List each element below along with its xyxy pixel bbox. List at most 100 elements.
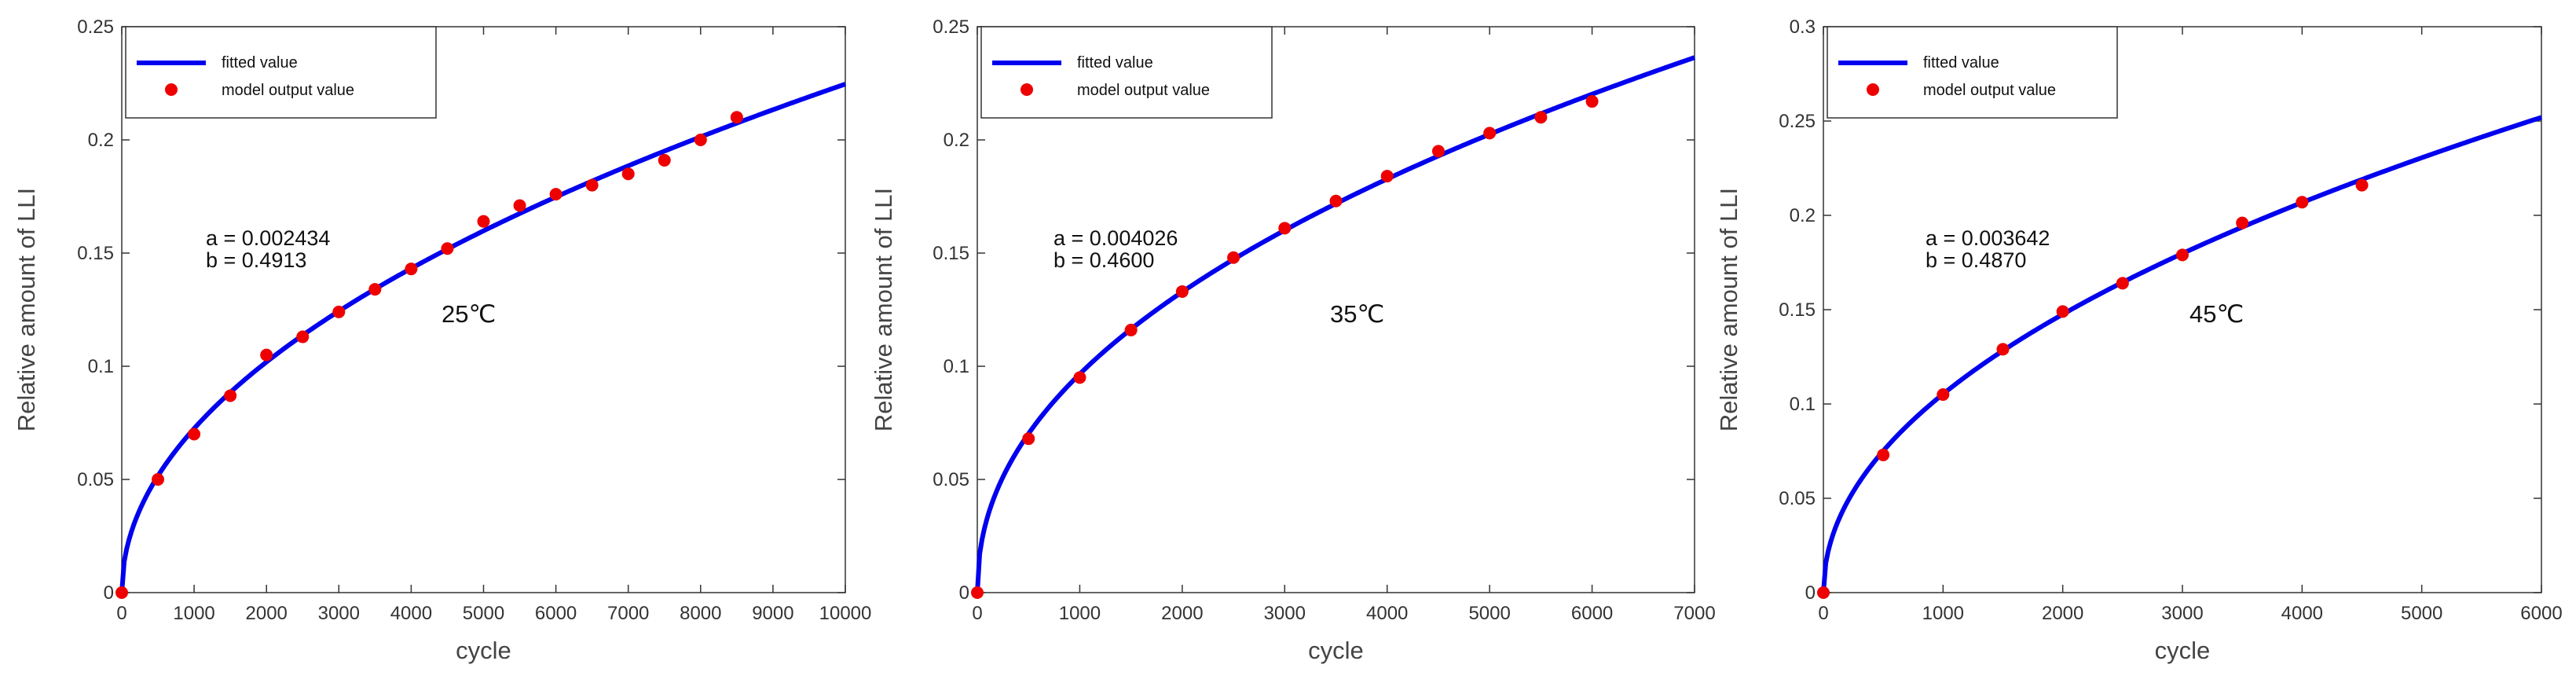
- x-tick-label: 5000: [2401, 603, 2442, 624]
- y-tick-label: 0.25: [1779, 111, 1816, 132]
- y-tick-label: 0.25: [933, 17, 969, 38]
- y-tick-label: 0.1: [88, 356, 114, 377]
- fit-parameter-a: a = 0.002434: [206, 226, 330, 250]
- x-tick-label: 7000: [1673, 603, 1715, 624]
- model-output-point: [2236, 216, 2249, 230]
- x-tick-label: 1000: [1922, 603, 1964, 624]
- temperature-label: 25℃: [442, 300, 496, 328]
- model-output-point: [368, 283, 382, 296]
- legend-box: [125, 26, 437, 119]
- model-output-point: [1329, 194, 1343, 207]
- x-tick-label: 0: [1818, 603, 1828, 624]
- plot-area-frame: [977, 26, 1695, 593]
- y-tick-label: 0.2: [88, 130, 114, 151]
- x-tick-label: 5000: [463, 603, 504, 624]
- x-tick-label: 2000: [2042, 603, 2083, 624]
- model-output-point: [2056, 305, 2069, 318]
- x-tick-label: 6000: [2520, 603, 2562, 624]
- legend-label-fitted: fitted value: [1077, 54, 1153, 72]
- y-tick-label: 0.3: [1790, 17, 1816, 38]
- fit-parameter-b: b = 0.4600: [1053, 248, 1154, 272]
- x-tick-label: 9000: [752, 603, 793, 624]
- model-output-point: [477, 215, 490, 228]
- x-tick-label: 3000: [1264, 603, 1306, 624]
- model-output-point: [2355, 178, 2369, 192]
- legend-swatch-model: [1867, 83, 1879, 96]
- model-output-point: [1278, 222, 1292, 235]
- model-output-point: [1227, 251, 1240, 264]
- model-output-point: [1431, 145, 1445, 158]
- x-tick-label: 8000: [680, 603, 721, 624]
- model-output-point: [224, 389, 237, 402]
- x-tick-label: 10000: [819, 603, 872, 624]
- legend-label-model: model output value: [1077, 82, 1210, 99]
- legend-box: [980, 26, 1273, 119]
- y-tick-label: 0.05: [933, 469, 969, 490]
- y-tick-label: 0.25: [77, 17, 114, 38]
- model-output-point: [260, 348, 273, 362]
- y-tick-label: 0.15: [77, 243, 114, 264]
- x-tick-label: 0: [972, 603, 982, 624]
- y-tick-label: 0.05: [1779, 488, 1816, 509]
- model-output-point: [1073, 371, 1086, 384]
- y-axis-label: Relative amount of LLI: [13, 188, 40, 431]
- model-output-point: [1534, 111, 1548, 124]
- fitted-curve: [1821, 115, 2542, 593]
- legend-swatch-model: [165, 83, 178, 96]
- model-output-point: [694, 134, 707, 146]
- model-output-point: [1877, 448, 1890, 461]
- model-output-point: [1483, 127, 1497, 140]
- x-tick-label: 3000: [318, 603, 360, 624]
- x-axis-label: cycle: [2155, 637, 2211, 664]
- model-output-point: [188, 428, 201, 441]
- model-output-point: [1937, 388, 1950, 401]
- chart-panel-3: 0 1000 2000 3000 4000 5000 6000 0 0.05 0.1 0.15 0.2…: [1715, 17, 2563, 664]
- x-axis-label: cycle: [456, 637, 511, 664]
- fit-parameter-a: a = 0.004026: [1053, 226, 1178, 250]
- model-output-point: [441, 242, 454, 255]
- model-output-point: [2116, 277, 2129, 290]
- model-output-point: [730, 111, 743, 124]
- model-output-point: [1380, 170, 1394, 183]
- fitted-curve: [119, 82, 846, 593]
- x-axis-label: cycle: [1308, 637, 1364, 664]
- legend: fitted value model output value: [980, 26, 1273, 119]
- y-tick-label: 0.15: [933, 243, 969, 264]
- model-output-point: [549, 188, 562, 201]
- model-output-point: [152, 473, 165, 486]
- x-tick-label: 1000: [173, 603, 214, 624]
- legend-box: [1827, 26, 2118, 119]
- model-output-point: [2296, 196, 2309, 209]
- model-output-point: [296, 330, 310, 343]
- y-tick-label: 0.05: [77, 469, 114, 490]
- x-tick-label: 3000: [2161, 603, 2203, 624]
- x-tick-label: 0: [116, 603, 126, 624]
- y-tick-label: 0.2: [1790, 205, 1816, 226]
- model-output-point: [1996, 343, 2010, 356]
- model-output-point: [1817, 586, 1830, 599]
- model-output-point: [621, 167, 635, 181]
- x-tick-label: 5000: [1468, 603, 1510, 624]
- y-axis-label: Relative amount of LLI: [870, 188, 897, 431]
- y-tick-label: 0.1: [1790, 394, 1816, 415]
- legend-label-fitted: fitted value: [1923, 54, 1999, 72]
- y-tick-label: 0: [959, 582, 969, 604]
- x-tick-label: 2000: [1161, 603, 1203, 624]
- legend-label-model: model output value: [222, 82, 354, 99]
- y-tick-label: 0: [104, 582, 114, 604]
- y-axis-label: Relative amount of LLI: [1715, 188, 1742, 431]
- fit-parameter-b: b = 0.4870: [1926, 248, 2026, 272]
- x-tick-label: 2000: [246, 603, 288, 624]
- model-output-point: [1124, 323, 1138, 336]
- temperature-label: 35℃: [1330, 300, 1384, 328]
- y-tick-label: 0.15: [1779, 299, 1816, 321]
- x-tick-label: 6000: [1571, 603, 1613, 624]
- model-output-point: [405, 263, 418, 276]
- x-tick-label: 7000: [607, 603, 649, 624]
- chart-panel-2: 0 1000 2000 3000 4000 5000 6000 7000 0 0.05 0.1 0.1…: [870, 17, 1716, 664]
- fit-parameter-a: a = 0.003642: [1926, 226, 2050, 250]
- model-output-point: [971, 586, 984, 599]
- legend: fitted value model output value: [125, 26, 437, 119]
- y-tick-label: 0: [1805, 582, 1816, 604]
- x-tick-label: 6000: [535, 603, 577, 624]
